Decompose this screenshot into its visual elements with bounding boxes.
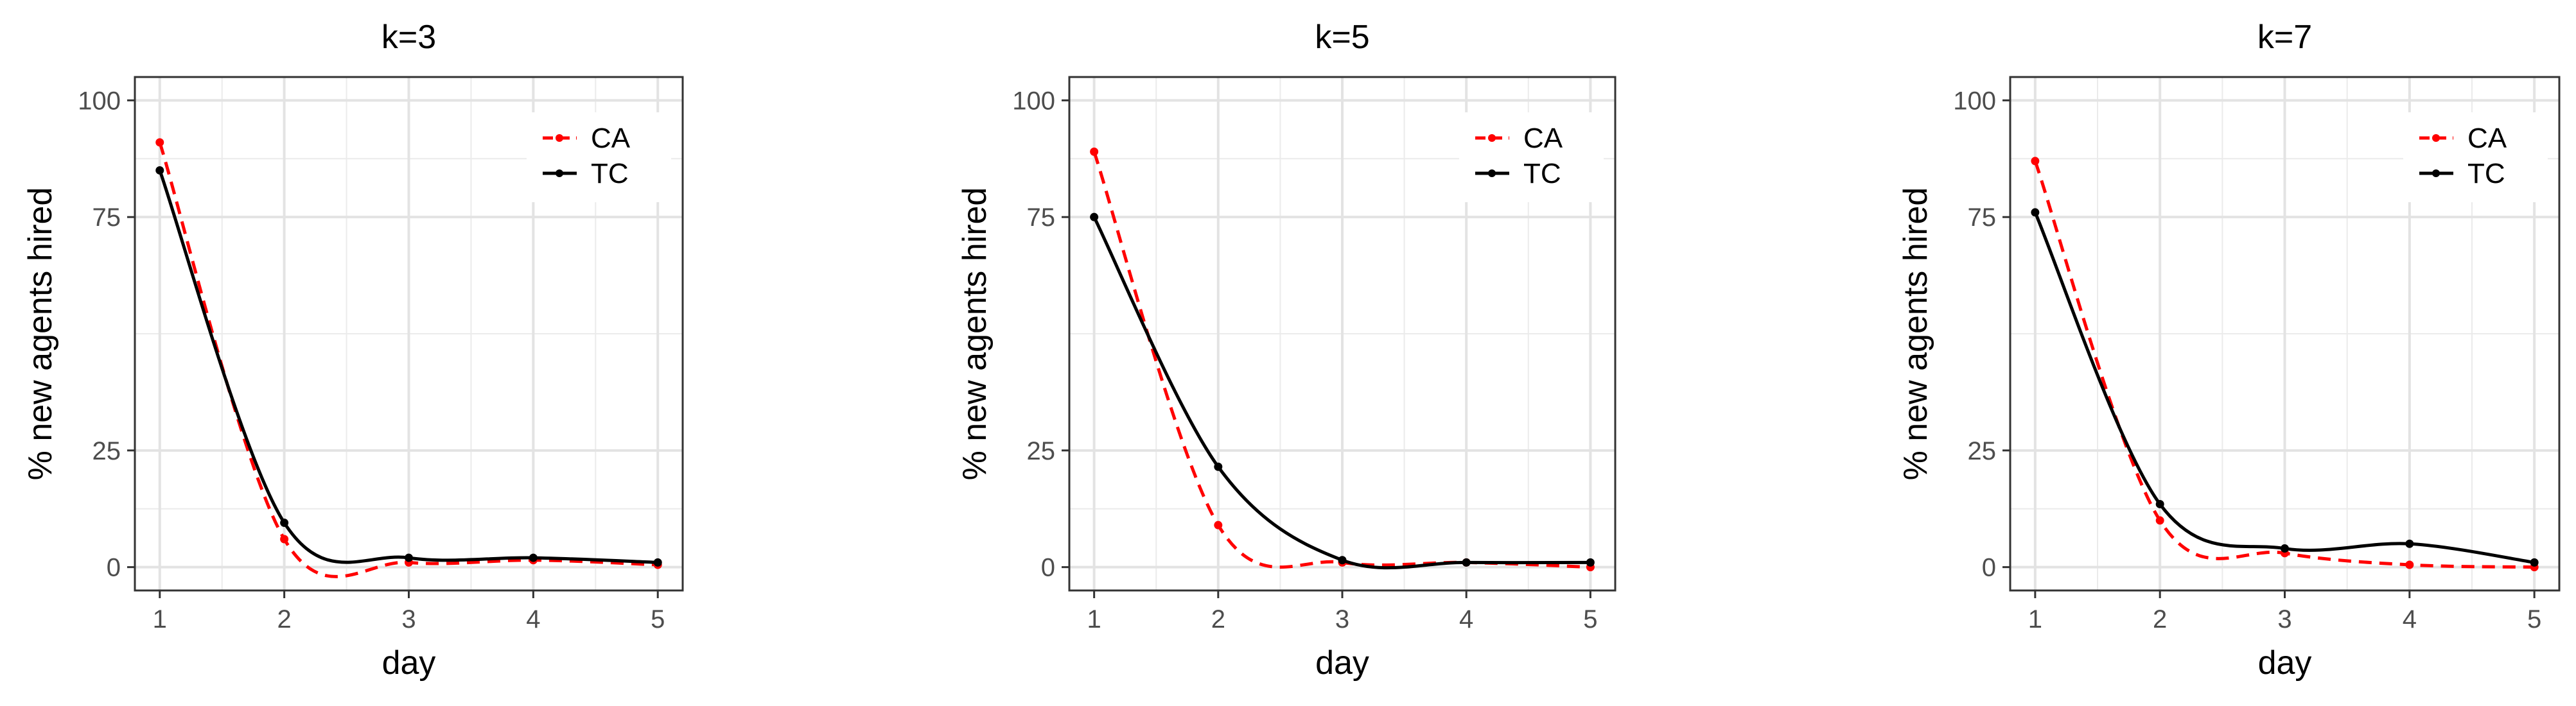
legend-box <box>2403 112 2548 202</box>
legend-label-ca: CA <box>2467 123 2507 154</box>
x-tick-label: 4 <box>2403 605 2417 633</box>
x-tick-label: 4 <box>1459 605 1473 633</box>
data-point-tc <box>1338 556 1347 565</box>
x-tick-label: 3 <box>2277 605 2291 633</box>
data-point-ca <box>1090 147 1099 156</box>
y-tick-label: 25 <box>1968 437 1997 465</box>
series-line-tc <box>2033 211 2535 564</box>
legend-label-ca: CA <box>1523 123 1563 154</box>
data-point-tc <box>653 558 662 567</box>
data-point-tc <box>529 553 538 562</box>
x-tick-label: 5 <box>2527 605 2541 633</box>
data-point-tc <box>2530 558 2539 567</box>
panel-2: 0 25 75 100 1 2 3 4 5 day % new agents hired k=5 CA T… <box>956 19 1617 682</box>
chart-title: k=5 <box>1315 19 1369 56</box>
y-tick-label: 0 <box>107 554 121 582</box>
data-point-tc <box>2155 499 2164 508</box>
x-tick-label: 5 <box>651 605 665 633</box>
data-point-tc <box>155 166 164 175</box>
y-tick-label: 75 <box>1968 203 1997 232</box>
x-tick-label: 4 <box>526 605 540 633</box>
x-tick-label: 1 <box>1087 605 1101 633</box>
legend-key-point-tc <box>2432 169 2440 177</box>
x-axis-label: day <box>1315 644 1369 682</box>
y-tick-label: 75 <box>1027 203 1056 232</box>
y-axis-label: % new agents hired <box>22 187 59 481</box>
legend-box <box>1459 112 1604 202</box>
legend-label-tc: TC <box>2467 158 2505 189</box>
legend-key-point-ca <box>2432 134 2440 142</box>
x-tick-label: 2 <box>2153 605 2167 633</box>
y-tick-label: 100 <box>1953 87 1996 115</box>
data-point-tc <box>1586 558 1595 567</box>
y-tick-label: 25 <box>92 437 121 465</box>
data-point-tc <box>2281 544 2289 553</box>
x-tick-label: 2 <box>1211 605 1225 633</box>
y-axis-label: % new agents hired <box>956 187 994 481</box>
y-tick-label: 25 <box>1027 437 1056 465</box>
data-point-tc <box>1462 558 1471 567</box>
x-tick-label: 1 <box>153 605 167 633</box>
legend-box <box>527 112 671 202</box>
data-point-ca <box>2405 560 2414 569</box>
y-axis-label: % new agents hired <box>1897 187 1934 481</box>
chart-title: k=7 <box>2257 19 2312 56</box>
data-point-tc <box>1090 212 1099 221</box>
data-point-ca <box>280 535 289 544</box>
data-point-tc <box>2031 208 2040 217</box>
data-point-ca <box>155 138 164 147</box>
data-point-tc <box>1214 462 1223 471</box>
x-tick-label: 2 <box>277 605 292 633</box>
legend-key-point-tc <box>1488 169 1496 177</box>
x-tick-label: 3 <box>1335 605 1349 633</box>
series-line-tc <box>158 169 658 564</box>
y-tick-label: 100 <box>1012 87 1055 115</box>
data-point-ca <box>2031 157 2040 166</box>
x-tick-label: 3 <box>401 605 416 633</box>
panel-3: 0 25 75 100 1 2 3 4 5 day % new agents hired k=7 CA T… <box>1897 19 2561 682</box>
y-tick-label: 100 <box>78 87 121 115</box>
series-line-tc <box>1092 216 1591 570</box>
y-tick-label: 0 <box>1041 554 1055 582</box>
legend-key-point-tc <box>556 169 563 177</box>
data-point-ca <box>1214 521 1223 530</box>
legend-label-tc: TC <box>591 158 629 189</box>
x-axis-label: day <box>382 644 436 682</box>
x-tick-label: 5 <box>1583 605 1597 633</box>
legend-key-point-ca <box>556 134 563 142</box>
legend-key-point-ca <box>1488 134 1496 142</box>
data-point-tc <box>280 519 289 528</box>
y-tick-label: 75 <box>92 203 121 232</box>
data-point-ca <box>2155 516 2164 525</box>
series-line-ca <box>158 142 658 578</box>
x-axis-label: day <box>2258 644 2312 682</box>
series-line-ca <box>2033 160 2535 569</box>
data-point-tc <box>405 553 413 562</box>
panel-1: 0 25 75 100 1 2 3 4 5 day % new agents hired k=3 CA T… <box>22 19 684 682</box>
legend-label-ca: CA <box>591 123 631 154</box>
data-point-tc <box>2405 539 2414 548</box>
y-tick-label: 0 <box>1982 554 1996 582</box>
x-tick-label: 1 <box>2028 605 2042 633</box>
legend-label-tc: TC <box>1523 158 1561 189</box>
chart-title: k=3 <box>381 19 436 56</box>
